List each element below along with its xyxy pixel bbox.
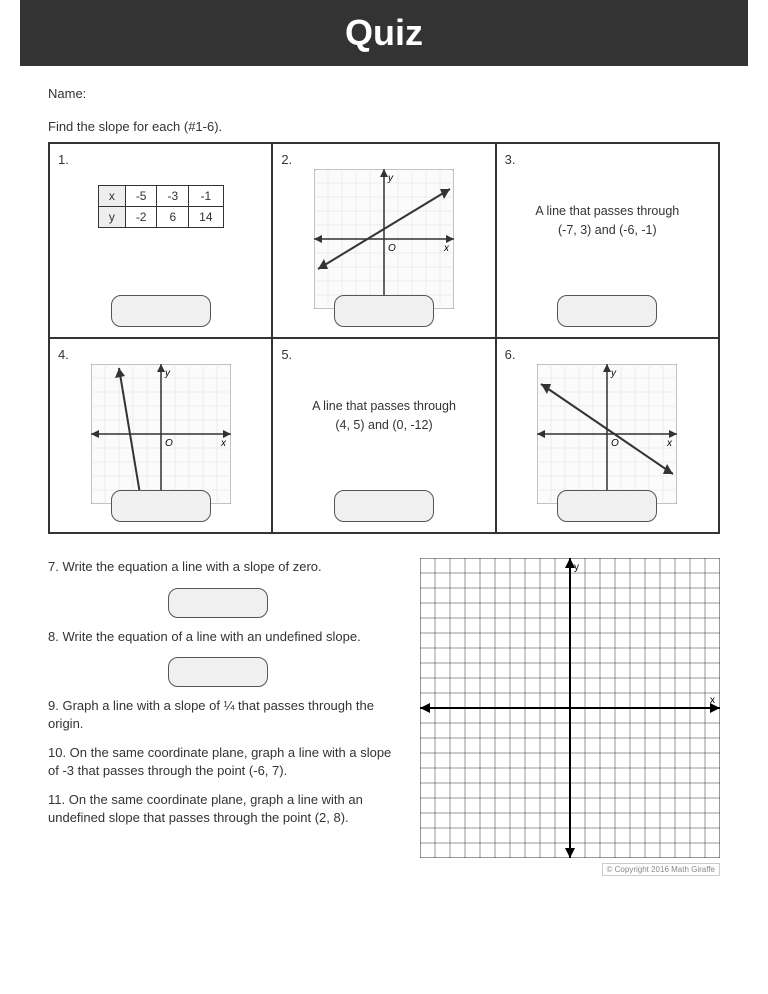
cell-3: 3. A line that passes through (-7, 3) an… (496, 143, 719, 338)
svg-text:y: y (574, 562, 579, 573)
cell-2: 2. y x O (272, 143, 495, 338)
title-bar: Quiz (20, 0, 748, 66)
question-11: 11. On the same coordinate plane, graph … (48, 791, 404, 826)
answer-box-8[interactable] (168, 657, 268, 687)
graph-2: y x O (314, 169, 454, 309)
answer-box-4[interactable] (111, 490, 211, 522)
answer-box-5[interactable] (334, 490, 434, 522)
cell-4: 4. y x O (49, 338, 272, 533)
quiz-title: Quiz (20, 12, 748, 54)
svg-text:x: x (443, 243, 450, 254)
svg-text:x: x (666, 438, 673, 449)
worksheet-content: Name: Find the slope for each (#1-6). 1.… (0, 66, 768, 896)
svg-text:x: x (220, 438, 227, 449)
answer-box-2[interactable] (334, 295, 434, 327)
name-label: Name: (48, 86, 720, 101)
big-graph-container: y x © Copyright 2016 Math Giraffe (420, 558, 720, 876)
graph-6: y x O (537, 364, 677, 504)
svg-text:O: O (611, 438, 619, 449)
cell-3-prompt: A line that passes through (-7, 3) and (… (505, 202, 710, 240)
svg-text:O: O (388, 243, 396, 254)
svg-text:y: y (610, 368, 617, 379)
answer-box-3[interactable] (557, 295, 657, 327)
xy-table: x -5 -3 -1 y -2 6 14 (98, 185, 224, 228)
answer-box-1[interactable] (111, 295, 211, 327)
problem-grid: 1. x -5 -3 -1 y -2 6 14 2. (48, 142, 720, 534)
instructions: Find the slope for each (#1-6). (48, 119, 720, 134)
question-9: 9. Graph a line with a slope of ¼ that p… (48, 697, 404, 732)
cell-5-prompt: A line that passes through (4, 5) and (0… (281, 397, 486, 435)
answer-box-7[interactable] (168, 588, 268, 618)
question-7: 7. Write the equation a line with a slop… (48, 558, 404, 576)
cell-5: 5. A line that passes through (4, 5) and… (272, 338, 495, 533)
question-8: 8. Write the equation of a line with an … (48, 628, 404, 646)
copyright: © Copyright 2016 Math Giraffe (602, 863, 720, 876)
cell-2-num: 2. (281, 152, 486, 167)
svg-text:y: y (164, 368, 171, 379)
cell-6: 6. y x O (496, 338, 719, 533)
question-10: 10. On the same coordinate plane, graph … (48, 744, 404, 779)
table-row: y -2 6 14 (98, 207, 223, 228)
svg-text:O: O (165, 438, 173, 449)
graph-4: y x O (91, 364, 231, 504)
questions-column: 7. Write the equation a line with a slop… (48, 558, 404, 876)
cell-5-num: 5. (281, 347, 486, 362)
lower-section: 7. Write the equation a line with a slop… (48, 558, 720, 876)
cell-4-num: 4. (58, 347, 263, 362)
cell-1: 1. x -5 -3 -1 y -2 6 14 (49, 143, 272, 338)
cell-3-num: 3. (505, 152, 710, 167)
svg-text:y: y (387, 173, 394, 184)
cell-1-num: 1. (58, 152, 263, 167)
table-row: x -5 -3 -1 (98, 186, 223, 207)
answer-box-6[interactable] (557, 490, 657, 522)
coordinate-plane: y x (420, 558, 720, 858)
svg-text:x: x (710, 695, 715, 706)
cell-6-num: 6. (505, 347, 710, 362)
